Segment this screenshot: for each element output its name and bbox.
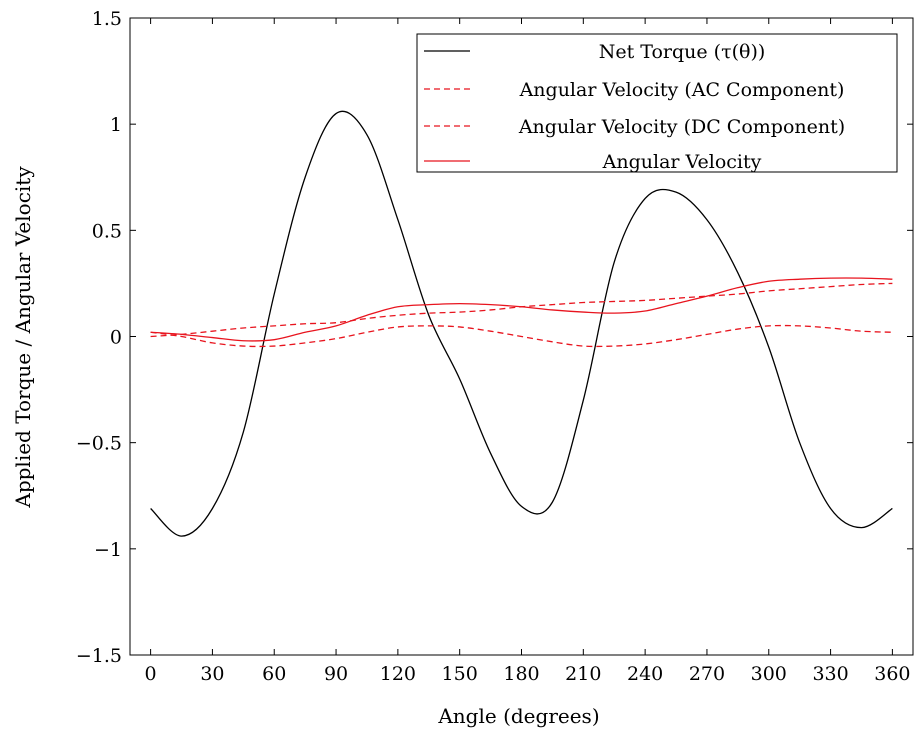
y-tick-label: 1: [110, 114, 122, 136]
x-tick-label: 360: [874, 663, 910, 685]
x-tick-label: 120: [380, 663, 416, 685]
x-tick-label: 240: [627, 663, 663, 685]
x-tick-label: 210: [565, 663, 601, 685]
x-tick-label: 0: [145, 663, 157, 685]
x-tick-label: 270: [689, 663, 725, 685]
x-tick-label: 180: [503, 663, 539, 685]
series-line-1: [150, 282, 893, 338]
y-tick-label: 0.5: [92, 220, 122, 242]
y-axis-label: Applied Torque / Angular Velocity: [11, 166, 35, 509]
y-tick-label: −1.5: [76, 645, 122, 667]
x-tick-label: 150: [442, 663, 478, 685]
y-tick-label: −0.5: [76, 433, 122, 455]
legend-label: Angular Velocity: [602, 151, 762, 173]
series-line-0: [150, 110, 893, 537]
series-layer: [150, 110, 893, 537]
x-tick-label: 30: [200, 663, 224, 685]
x-axis-label: Angle (degrees): [437, 704, 599, 728]
y-tick-label: 1.5: [92, 8, 122, 30]
legend-label: Angular Velocity (DC Component): [518, 116, 845, 138]
y-tick-label: 0: [110, 327, 122, 349]
x-tick-label: 330: [812, 663, 848, 685]
legend-box: [416, 33, 898, 173]
x-tick-label: 90: [324, 663, 348, 685]
legend: Net Torque (τ(θ)) Angular Velocity (AC Co…: [416, 33, 898, 173]
legend-label: Angular Velocity (AC Component): [519, 79, 845, 101]
legend-label: Net Torque (τ(θ)): [599, 41, 766, 63]
series-line-2: [150, 324, 893, 348]
series-line-3: [150, 277, 893, 342]
y-tick-label: −1: [94, 539, 122, 561]
x-tick-label: 300: [751, 663, 787, 685]
x-tick-label: 60: [262, 663, 286, 685]
x-axis: 0 30 60 90 120 150 180 210 240 270 300 330 360: [145, 18, 911, 685]
y-axis: 1.5 1 0.5 0 −0.5 −1 −1.5: [76, 8, 913, 667]
